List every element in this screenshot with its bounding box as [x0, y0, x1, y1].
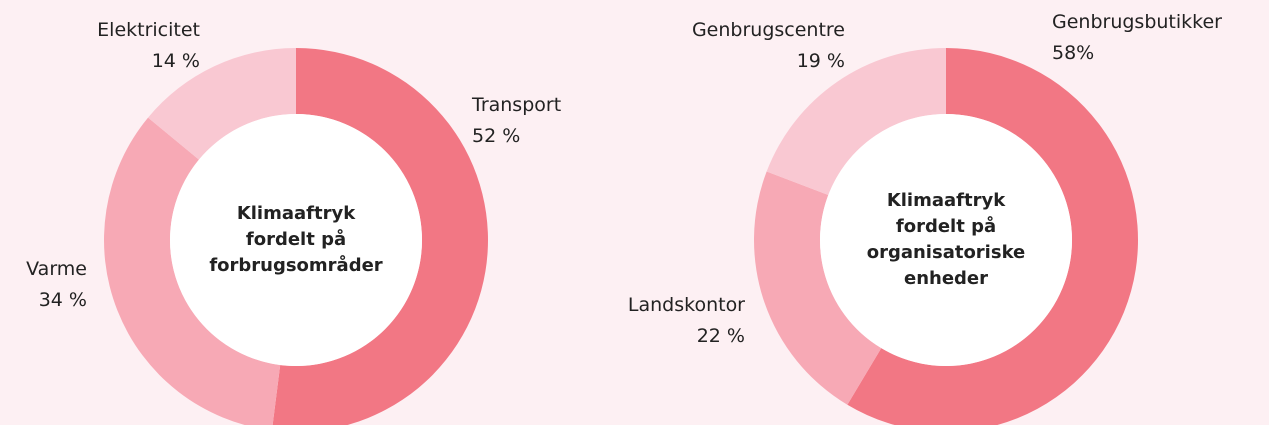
donut-slice	[272, 48, 488, 425]
donut-slice	[148, 48, 296, 160]
donut-hole	[820, 114, 1072, 366]
value-label: 34 %	[38, 289, 87, 311]
value-label: 22 %	[696, 325, 745, 347]
slice-label: Transport	[472, 94, 562, 116]
value-label: 52 %	[472, 125, 521, 147]
slice-label: Elektricitet	[97, 19, 200, 41]
value-label: 58%	[1052, 42, 1095, 64]
center-title: Klimaaftryk fordelt på forbrugsområder	[209, 203, 383, 276]
donut-hole	[170, 114, 422, 366]
value-label: 14 %	[151, 50, 200, 72]
slice-label: Genbrugsbutikker	[1052, 11, 1222, 33]
donut-slice	[766, 48, 946, 196]
donut-slice	[847, 48, 1138, 425]
slice-label: Genbrugscentre	[691, 19, 845, 41]
slice-label: Landskontor	[627, 294, 745, 316]
donut-slice	[104, 117, 281, 425]
center-title: Klimaaftryk fordelt på organisatoriske e…	[866, 190, 1026, 289]
value-label: 19 %	[796, 50, 845, 72]
slice-label: Varme	[26, 258, 87, 280]
donut-slice	[753, 171, 882, 405]
